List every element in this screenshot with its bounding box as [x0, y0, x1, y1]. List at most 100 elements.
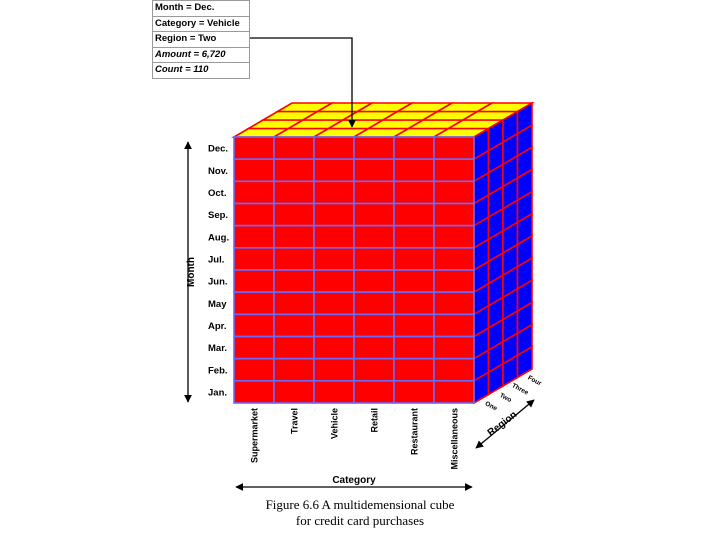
front-cell — [393, 202, 435, 227]
front-cell — [433, 136, 475, 160]
month-labels: Dec. Nov. Oct. Sep. Aug. Jul. Jun. May Apr. Mar. F… — [208, 144, 229, 399]
front-cell — [313, 357, 355, 382]
category-label: Travel — [290, 408, 300, 434]
front-cell — [313, 335, 355, 360]
front-cell — [353, 202, 395, 227]
front-cell — [273, 291, 315, 316]
front-cell — [313, 291, 355, 316]
cube-front-face — [233, 136, 475, 404]
front-cell — [433, 224, 475, 249]
front-cell — [353, 313, 395, 338]
front-cell — [353, 357, 395, 382]
front-cell — [433, 247, 475, 271]
front-cell — [233, 158, 275, 183]
month-label: Nov. — [208, 166, 228, 177]
front-cell — [273, 380, 315, 404]
month-label: Sep. — [208, 210, 228, 221]
front-cell — [393, 357, 435, 382]
month-label: Jan. — [208, 387, 227, 398]
month-label: Dec. — [208, 144, 228, 155]
region-label: Four — [526, 374, 542, 387]
front-cell — [313, 380, 355, 404]
front-cell — [433, 158, 475, 183]
front-cell — [313, 269, 355, 293]
front-cell — [353, 158, 395, 183]
front-cell — [433, 335, 475, 360]
front-cell — [353, 269, 395, 293]
front-cell — [393, 158, 435, 183]
front-cell — [393, 269, 435, 293]
front-cell — [433, 313, 475, 338]
front-cell — [233, 357, 275, 382]
front-cell — [353, 180, 395, 205]
front-cell — [433, 357, 475, 382]
front-cell — [353, 335, 395, 360]
front-cell — [433, 202, 475, 227]
front-cell — [393, 291, 435, 316]
front-cell — [433, 269, 475, 293]
front-cell — [433, 380, 475, 404]
front-cell — [233, 180, 275, 205]
month-label: Aug. — [208, 232, 229, 243]
month-label: Jun. — [208, 277, 228, 288]
category-label: Vehicle — [330, 408, 340, 439]
front-cell — [273, 247, 315, 271]
front-cell — [313, 247, 355, 271]
info-box: Month = Dec. Category = Vehicle Region =… — [152, 0, 250, 79]
front-cell — [353, 380, 395, 404]
front-cell — [273, 313, 315, 338]
region-axis-arrow — [475, 399, 535, 449]
caption-line-2: for credit card purchases — [295, 513, 425, 528]
front-cell — [313, 202, 355, 227]
front-cell — [233, 291, 275, 316]
front-cell — [393, 247, 435, 271]
front-cell — [433, 291, 475, 316]
category-label: Restaurant — [410, 408, 420, 455]
front-cell — [353, 136, 395, 160]
front-cell — [313, 313, 355, 338]
front-cell — [233, 136, 275, 160]
front-cell — [393, 380, 435, 404]
region-axis-label: Region — [486, 409, 519, 439]
month-label: Mar. — [208, 343, 227, 354]
info-row-category: Category = Vehicle — [153, 17, 249, 33]
category-label: Miscellaneous — [450, 408, 460, 470]
category-label: Retail — [370, 408, 380, 433]
front-cell — [233, 380, 275, 404]
front-cell — [353, 291, 395, 316]
region-label: Three — [510, 382, 529, 397]
front-cell — [313, 224, 355, 249]
front-cell — [273, 158, 315, 183]
front-cell — [353, 247, 395, 271]
front-cell — [233, 224, 275, 249]
category-labels: Supermarket Travel Vehicle Retail Restaurant… — [250, 408, 460, 470]
info-row-amount: Amount = 6,720 — [153, 48, 249, 64]
region-label: Two — [498, 392, 512, 404]
front-cell — [393, 180, 435, 205]
front-cell — [233, 313, 275, 338]
front-cell — [433, 180, 475, 205]
front-cell — [233, 335, 275, 360]
front-cell — [273, 335, 315, 360]
month-axis-label: Month — [186, 257, 197, 287]
info-row-month: Month = Dec. — [153, 1, 249, 17]
front-cell — [313, 180, 355, 205]
region-label: One — [484, 400, 499, 412]
month-label: Feb. — [208, 365, 228, 376]
front-cell — [393, 224, 435, 249]
category-axis-label: Category — [332, 475, 376, 486]
figure-caption: Figure 6.6 A multidemensional cube for c… — [230, 497, 490, 529]
month-label: Apr. — [208, 321, 226, 332]
front-cell — [393, 136, 435, 160]
front-cell — [233, 269, 275, 293]
front-cell — [273, 202, 315, 227]
front-cell — [273, 224, 315, 249]
front-cell — [233, 247, 275, 271]
month-label: Oct. — [208, 188, 226, 199]
month-label: Jul. — [208, 254, 224, 265]
front-cell — [273, 269, 315, 293]
cube-side-face — [473, 101, 533, 405]
caption-line-1: Figure 6.6 A multidemensional cube — [265, 497, 455, 512]
front-cell — [353, 224, 395, 249]
